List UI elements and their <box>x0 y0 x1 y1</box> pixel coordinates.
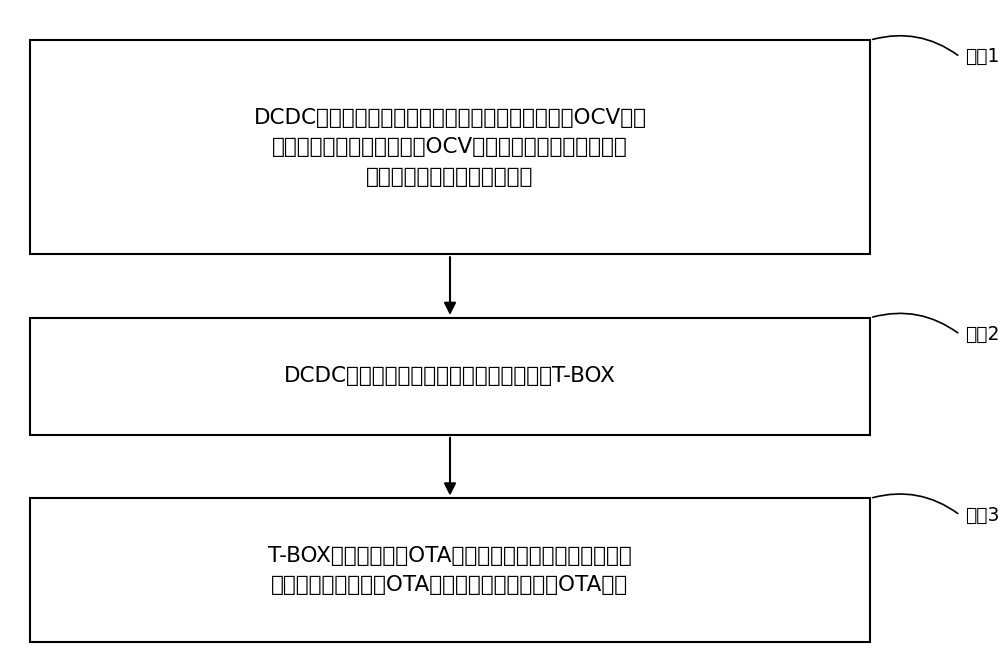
FancyBboxPatch shape <box>30 498 870 642</box>
Text: 步骤1: 步骤1 <box>965 47 999 66</box>
Text: 步骤2: 步骤2 <box>965 325 999 344</box>
Text: 步骤3: 步骤3 <box>965 506 999 524</box>
Text: T-BOX将计算得到的OTA升级所需的电量与蓄电池容量对
比，蓄电池容量满足OTA升级的设定要求时进行OTA升级: T-BOX将计算得到的OTA升级所需的电量与蓄电池容量对 比，蓄电池容量满足OT… <box>268 545 632 595</box>
FancyBboxPatch shape <box>30 40 870 254</box>
Text: DCDC检测蓄电池的端电压，与内部存储的蓄电池的OCV数据
进行对比得到蓄电池容量，OCV数据为该蓄电池开端电压与
蓄电池容量的对应关系的数据: DCDC检测蓄电池的端电压，与内部存储的蓄电池的OCV数据 进行对比得到蓄电池容… <box>253 108 646 187</box>
FancyBboxPatch shape <box>30 318 870 435</box>
Text: DCDC通过网关将蓄电池容量的信息转发给T-BOX: DCDC通过网关将蓄电池容量的信息转发给T-BOX <box>284 367 616 386</box>
